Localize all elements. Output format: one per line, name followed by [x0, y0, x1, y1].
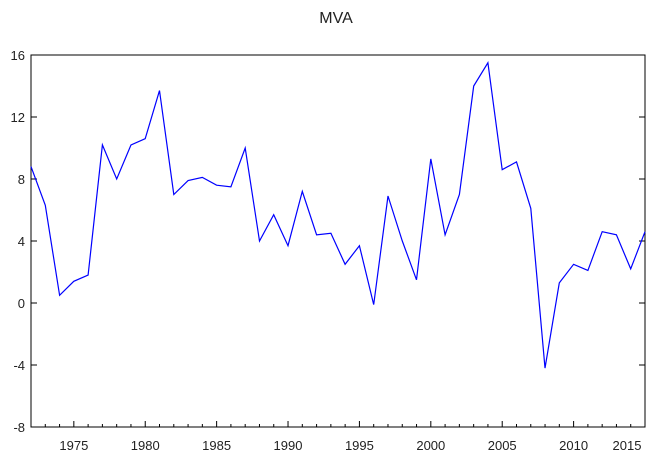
chart-title: MVA: [319, 10, 353, 27]
x-tick-label: 2000: [416, 438, 445, 453]
x-tick-label: 1985: [202, 438, 231, 453]
series-line-0: [30, 61, 646, 369]
x-tick-label: 1975: [59, 438, 88, 453]
x-tick-label: 2005: [488, 438, 517, 453]
x-tick-label: 1995: [345, 438, 374, 453]
y-tick-label: 0: [18, 296, 25, 311]
y-axis: -8 -4 0 4 8 12 16: [11, 48, 645, 435]
x-tick-label: 2010: [559, 438, 588, 453]
plot-border: [30, 54, 646, 428]
y-tick-label: 4: [18, 234, 25, 249]
x-tick-label: 2015: [613, 438, 642, 453]
y-tick-label: -4: [13, 358, 25, 373]
y-tick-label: -8: [13, 420, 25, 435]
plot-area: [30, 54, 646, 428]
series-layer: [30, 61, 646, 369]
x-tick-label: 1980: [131, 438, 160, 453]
y-tick-label: 16: [11, 48, 25, 63]
x-axis: 1975 1980 1985 1990 1995 2000 2005 2010 2015: [30, 421, 646, 453]
x-tick-label: 1990: [274, 438, 303, 453]
y-tick-label: 12: [11, 110, 25, 125]
y-tick-label: 8: [18, 172, 25, 187]
